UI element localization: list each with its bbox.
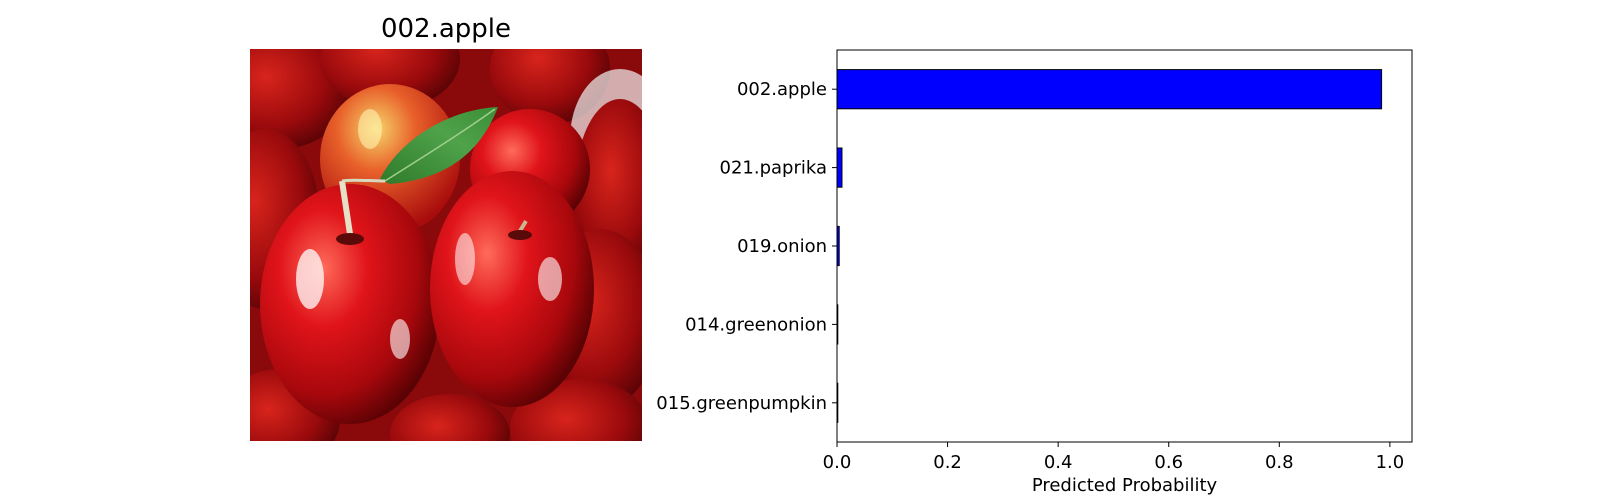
x-tick-label: 0.0 bbox=[823, 452, 852, 473]
x-tick-label: 0.2 bbox=[933, 452, 962, 473]
x-axis-label: Predicted Probability bbox=[1032, 475, 1218, 496]
bar-014.greenonion bbox=[836, 304, 839, 345]
y-tick-label: 019.onion bbox=[737, 236, 827, 257]
plot-area bbox=[836, 49, 1413, 443]
y-tick-label: 021.paprika bbox=[720, 158, 828, 179]
image-title: 002.apple bbox=[380, 14, 512, 44]
apple-photo bbox=[250, 49, 642, 441]
y-tick-label: 014.greenonion bbox=[685, 314, 827, 335]
x-tick-label: 1.0 bbox=[1376, 452, 1405, 473]
y-tick-label: 002.apple bbox=[737, 79, 827, 100]
y-tick-label: 015.greenpumpkin bbox=[656, 393, 827, 414]
bar-015.greenpumpkin bbox=[836, 382, 839, 423]
bar-021.paprika bbox=[836, 147, 843, 188]
bar-019.onion bbox=[836, 225, 840, 267]
bar-002.apple bbox=[836, 69, 1383, 110]
x-tick-label: 0.4 bbox=[1044, 452, 1073, 473]
x-tick-label: 0.6 bbox=[1154, 452, 1183, 473]
x-tick-label: 0.8 bbox=[1265, 452, 1294, 473]
